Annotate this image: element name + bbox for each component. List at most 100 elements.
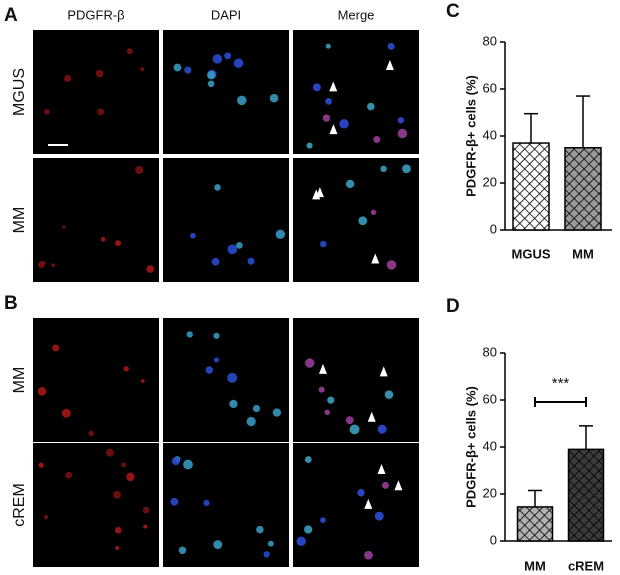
cell-dot: [377, 424, 387, 434]
micrograph: [163, 318, 289, 442]
y-tick-label: 60: [483, 80, 497, 95]
panel-label: D: [446, 296, 460, 317]
cell-dot: [44, 108, 50, 115]
cell-dot: [227, 372, 238, 383]
x-tick-label: MM: [572, 246, 594, 261]
column-header: PDGFR-β: [67, 7, 124, 22]
micrograph: [293, 318, 419, 442]
cell-dot: [397, 128, 408, 139]
cell-dot: [305, 358, 315, 368]
cell-dot: [320, 517, 326, 523]
x-tick-label: cREM: [568, 558, 604, 573]
y-tick-label: 0: [490, 221, 497, 236]
micrograph: [33, 30, 159, 154]
y-tick-label: 80: [483, 33, 497, 48]
column-header: DAPI: [211, 7, 241, 22]
cell-dot: [213, 332, 220, 339]
y-axis-label: PDGFR-β+ cells (%): [463, 75, 478, 197]
cell-dot: [324, 409, 330, 415]
cell-dot: [272, 408, 282, 417]
cell-dot: [146, 265, 154, 273]
cell-dot: [267, 540, 274, 547]
cell-dot: [364, 550, 373, 560]
cell-dot: [397, 117, 405, 124]
significance-label: ***: [552, 375, 570, 392]
y-tick-label: 0: [490, 532, 497, 547]
cell-dot: [115, 240, 122, 247]
cell-dot: [115, 545, 120, 550]
cell-dot: [205, 366, 214, 374]
y-axis-label: PDGFR-β+ cells (%): [463, 386, 478, 508]
cell-dot: [51, 263, 56, 268]
cell-dot: [367, 102, 375, 111]
cell-dot: [126, 48, 133, 55]
cell-dot: [233, 58, 244, 68]
cell-dot: [345, 416, 354, 425]
arrowhead: [377, 463, 386, 474]
arrowhead: [367, 411, 376, 422]
cell-dot: [38, 462, 44, 468]
cell-dot: [37, 387, 47, 396]
cell-dot: [237, 95, 247, 106]
micrograph: [33, 443, 159, 567]
cell-dot: [183, 459, 193, 470]
cell-dot: [214, 184, 221, 191]
cell-dot: [123, 366, 129, 372]
cell-dot: [373, 135, 381, 143]
cell-dot: [306, 142, 313, 149]
y-tick-label: 20: [483, 485, 497, 500]
cell-dot: [140, 67, 145, 72]
y-tick-label: 20: [483, 174, 497, 189]
y-tick-label: 60: [483, 391, 497, 406]
cell-dot: [349, 424, 360, 435]
cell-dot: [325, 43, 331, 49]
cell-dot: [213, 357, 219, 363]
panel-label: A: [4, 5, 18, 26]
cell-dot: [143, 524, 148, 529]
cell-dot: [142, 506, 150, 514]
bar: [516, 506, 554, 542]
cell-dot: [275, 229, 286, 239]
cell-dot: [325, 98, 332, 105]
cell-dot: [296, 536, 306, 546]
cell-dot: [252, 404, 261, 413]
y-tick-label: 40: [483, 438, 497, 453]
row-label: MM: [11, 207, 28, 234]
panel-label: C: [446, 1, 460, 22]
cell-dot: [256, 525, 264, 534]
cell-dot: [114, 526, 122, 534]
cell-dot: [63, 74, 72, 83]
cell-dot: [227, 244, 238, 255]
cell-dot: [140, 379, 145, 383]
micrograph: [33, 158, 159, 282]
micrograph: [163, 30, 289, 154]
cell-dot: [269, 93, 279, 103]
column-header: Merge: [338, 7, 375, 22]
cell-dot: [105, 448, 114, 457]
cell-dot: [207, 80, 215, 88]
cell-dot: [184, 66, 192, 74]
cell-dot: [97, 108, 105, 116]
cell-dot: [211, 257, 220, 266]
cell-dot: [61, 408, 71, 418]
y-tick-label: 40: [483, 127, 497, 142]
cell-dot: [402, 164, 411, 174]
cell-dot: [126, 472, 135, 482]
cell-dot: [229, 399, 238, 409]
arrowhead: [364, 498, 373, 509]
arrowhead: [371, 253, 380, 264]
cell-dot: [62, 225, 66, 229]
cell-dot: [327, 396, 335, 404]
cell-dot: [358, 216, 368, 226]
cell-dot: [380, 165, 387, 173]
cell-dot: [246, 416, 256, 427]
cell-dot: [171, 457, 180, 466]
arrowhead: [329, 124, 338, 135]
cell-dot: [121, 462, 127, 468]
arrowhead: [315, 187, 324, 198]
cell-dot: [203, 499, 210, 507]
arrowhead: [318, 363, 327, 374]
cell-dot: [65, 471, 72, 479]
cell-dot: [100, 237, 106, 242]
